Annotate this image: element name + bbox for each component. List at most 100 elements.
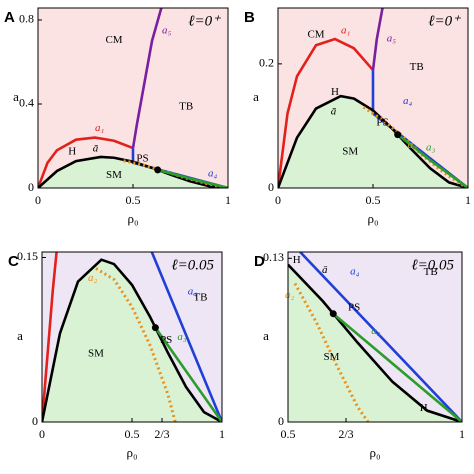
curve xyxy=(42,252,58,422)
y-axis-label: a xyxy=(13,89,19,104)
x-axis-label: ρ₀ xyxy=(127,211,138,226)
region-label: TB xyxy=(179,101,193,113)
curve xyxy=(299,252,462,422)
curve-name: a₂ xyxy=(285,289,295,301)
x-tick-label: 1 xyxy=(465,193,471,207)
curve xyxy=(396,133,468,188)
x-tick-label: 0.5 xyxy=(366,193,381,207)
curve-name: a₄ xyxy=(403,95,413,107)
curve-name: a₂ xyxy=(88,272,98,284)
curve-name: a₄ xyxy=(208,168,218,180)
curve-name: a₃ xyxy=(177,331,187,343)
y-tick-label: 0 xyxy=(32,414,38,428)
curve xyxy=(157,168,228,188)
y-tick-label: 0.13 xyxy=(263,250,284,264)
curve-name: a₁ xyxy=(341,25,351,37)
x-tick-label: 0.5 xyxy=(281,427,296,441)
curve-name: a₅ xyxy=(162,25,172,37)
x-tick-label: 0 xyxy=(39,427,45,441)
y-tick-label: 0.4 xyxy=(19,96,34,110)
x-axis-label: ρ₀ xyxy=(367,211,378,226)
region-label: TB xyxy=(193,291,207,303)
plot-area xyxy=(42,252,222,422)
region-label: CM xyxy=(307,29,324,41)
region-label: SM xyxy=(342,146,358,158)
plot-area xyxy=(278,8,468,188)
y-tick-label: 0.15 xyxy=(17,249,38,263)
panel: a₂ a₄ a₃ 0 0.5 2/3 1 0 0.15 SM PS TB C ℓ=0.05 ρ₀ a xyxy=(8,249,225,460)
x-tick-label: 0 xyxy=(275,193,281,207)
panel-condition: ℓ=0⁺ xyxy=(428,13,461,29)
curve-name: a₃ xyxy=(371,325,381,337)
curve-name: a₃ xyxy=(426,142,436,154)
region-label: SM xyxy=(88,348,104,360)
junction-dot xyxy=(154,166,162,174)
x-tick-label: 1 xyxy=(459,427,465,441)
panel-letter: C xyxy=(8,253,19,270)
curve xyxy=(278,94,468,188)
y-tick-label: 0.2 xyxy=(259,56,274,70)
curve-name: a₁ xyxy=(95,122,105,134)
sm-region xyxy=(278,96,468,188)
region-label: H xyxy=(293,254,301,266)
curve xyxy=(278,37,374,188)
junction-dot xyxy=(329,310,337,318)
x-tick-label: 0.5 xyxy=(126,193,141,207)
plot-area xyxy=(288,252,462,422)
curve xyxy=(131,8,163,149)
region-label: TB xyxy=(410,61,424,73)
plot-area xyxy=(38,8,228,188)
x-tick-label: 2/3 xyxy=(154,427,169,441)
plot-frame xyxy=(287,251,463,423)
x-axis-label: ρ₀ xyxy=(369,445,380,460)
curve-name: ā xyxy=(331,106,337,118)
region-label: PS xyxy=(136,153,148,165)
region-label: H xyxy=(68,146,76,158)
panel-condition: ℓ=0.05 xyxy=(411,257,454,273)
y-tick-label: 0 xyxy=(278,414,284,428)
panel: ā a₄ a₂ a₃ 0.5 2/3 1 0 0.13 TB PS SM H H D ℓ=0.05 ρ₀ a xyxy=(254,250,465,460)
curve-name: a₄ xyxy=(188,286,198,298)
x-axis-label: ρ₀ xyxy=(126,445,137,460)
curve-name: a₄ xyxy=(350,266,360,278)
region-label: TB xyxy=(424,266,438,278)
region-label: SM xyxy=(324,351,340,363)
curve-name: a₂ xyxy=(408,139,418,151)
y-axis-label: a xyxy=(263,328,269,343)
curve-name: ā xyxy=(322,264,328,276)
curve xyxy=(154,326,222,422)
region-label: SM xyxy=(106,169,122,181)
panel-letter: D xyxy=(254,253,265,270)
curve xyxy=(288,263,462,422)
x-tick-label: 1 xyxy=(219,427,225,441)
curve-name: ā xyxy=(93,142,99,154)
x-tick-label: 2/3 xyxy=(338,427,353,441)
curve-name: a₅ xyxy=(387,33,397,45)
region-label: PS xyxy=(348,302,360,314)
curve xyxy=(38,155,228,188)
sm-region xyxy=(288,264,462,422)
junction-dot xyxy=(151,324,159,332)
y-tick-label: 0 xyxy=(28,180,34,194)
curve xyxy=(362,106,468,188)
x-tick-label: 0.5 xyxy=(125,427,140,441)
y-tick-label: 0 xyxy=(268,180,274,194)
x-tick-label: 0 xyxy=(35,193,41,207)
x-tick-label: 1 xyxy=(225,193,231,207)
panel: a₁ a₅ a₄ ā a₂ a₃ 0 0.5 1 0 0.2 CM H TB PS SM B ℓ=0⁺ ρ₀ a xyxy=(244,7,471,226)
panel-letter: B xyxy=(244,9,255,26)
region-label: PS xyxy=(160,334,172,346)
panel-letter: A xyxy=(4,9,15,26)
curve xyxy=(371,8,384,71)
panel-condition: ℓ=0⁺ xyxy=(188,13,221,29)
junction-dot xyxy=(394,131,402,139)
curve xyxy=(150,252,222,422)
curve xyxy=(95,267,177,422)
curve xyxy=(42,258,222,422)
curve xyxy=(332,312,462,422)
sm-region xyxy=(42,259,222,422)
y-tick-label: 0.8 xyxy=(19,12,34,26)
y-axis-label: a xyxy=(17,328,23,343)
region-label: H xyxy=(331,86,339,98)
